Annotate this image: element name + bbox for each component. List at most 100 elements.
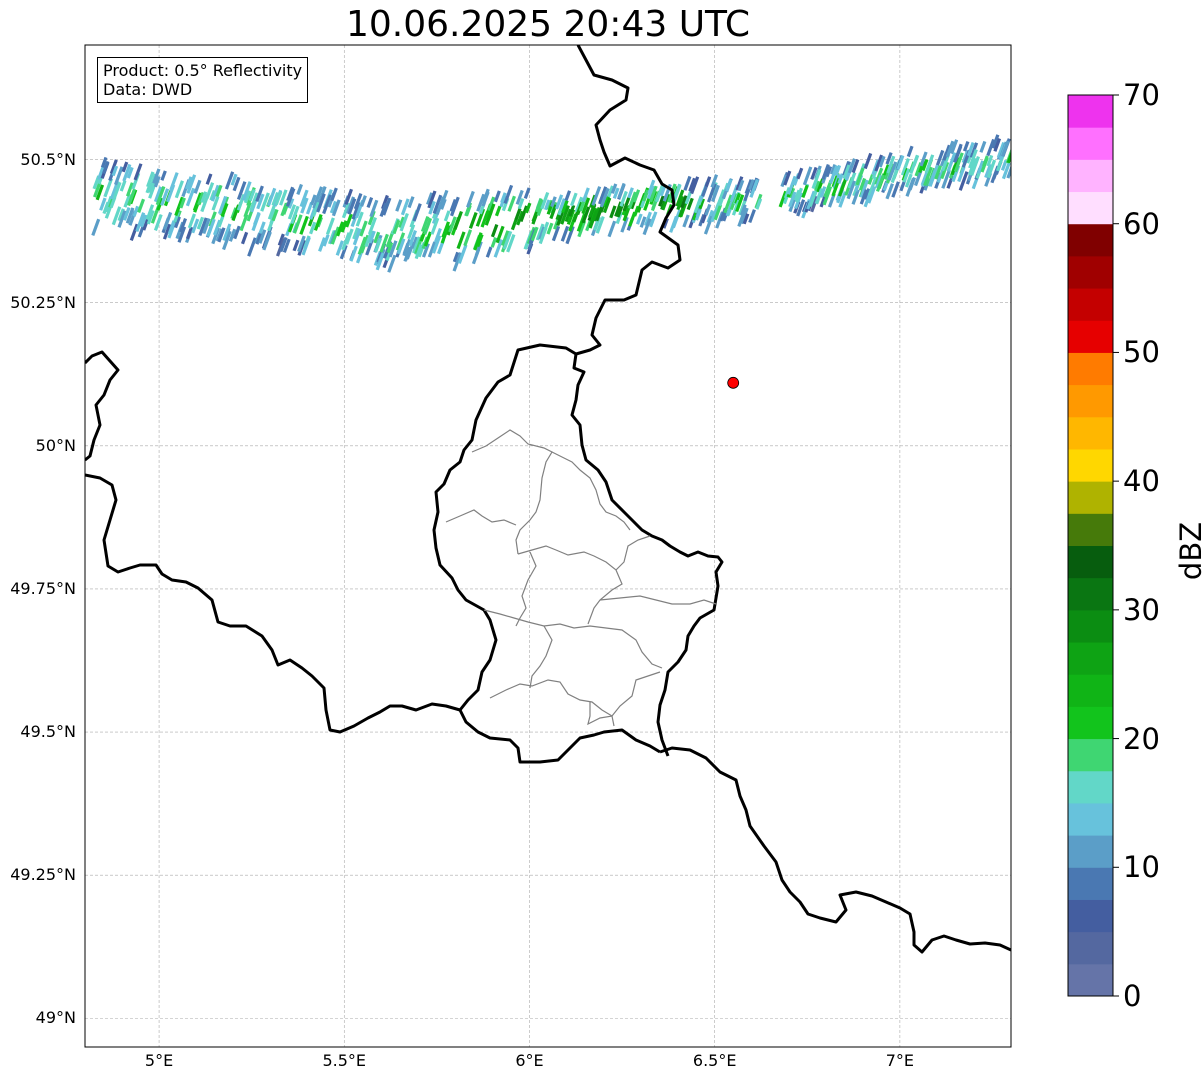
radar-echo-cell [407, 224, 416, 240]
radar-echo-cell [109, 196, 117, 209]
radar-echo-cell [834, 164, 842, 176]
radar-echo-cell [564, 190, 572, 202]
colorbar-segment [1068, 609, 1113, 643]
lon-tick-label: 7°E [885, 1051, 915, 1070]
radar-echo-cell [912, 154, 920, 167]
radar-echo-cell [574, 196, 584, 213]
radar-echo-cell [962, 141, 970, 152]
colorbar-segment [1068, 288, 1113, 321]
radar-echo-cell [698, 198, 705, 210]
radar-echo-cell [874, 154, 884, 172]
radar-echo-cell [607, 185, 615, 198]
radar-echo-cell [568, 204, 576, 217]
radar-echo-cell [420, 215, 430, 233]
radar-echo-cell [546, 222, 554, 235]
radar-echo-cell [887, 161, 898, 181]
radar-echo-cell [503, 184, 514, 205]
lon-tick-label: 5.5°E [322, 1051, 367, 1070]
radar-echo-cell [441, 221, 451, 238]
radar-echo-cell [260, 192, 270, 212]
radar-echo-cell [464, 202, 472, 217]
radar-echo-cell [117, 210, 127, 228]
colorbar-segment [1068, 931, 1113, 965]
colorbar-segment [1068, 802, 1113, 836]
radar-echo-cell [867, 186, 877, 204]
colorbar-tick-label: 40 [1123, 464, 1160, 499]
radar-echo-cell [654, 182, 665, 203]
radar-echo-cell [193, 179, 202, 194]
radar-echo-cell [314, 186, 324, 203]
radar-echo-cell [1001, 162, 1011, 180]
radar-echo-cell [329, 200, 338, 214]
lat-tick-label: 50°N [35, 435, 76, 455]
radar-echo-cell [249, 192, 259, 212]
colorbar-segment [1068, 320, 1113, 353]
radar-echo-cell [801, 184, 809, 198]
radar-echo-cell [449, 196, 460, 217]
radar-echo-cell [802, 166, 813, 186]
radar-echo-cell [423, 217, 433, 235]
radar-site-marker [727, 376, 740, 389]
colorbar [1067, 94, 1119, 997]
radar-echo-cell [432, 194, 443, 214]
radar-echo-cell [448, 216, 457, 233]
radar-echo-cell [507, 195, 516, 212]
radar-echo-cell [501, 230, 510, 247]
radar-echo-cell [847, 172, 857, 189]
radar-echo-cell [152, 168, 161, 184]
radar-echo-cell [310, 194, 317, 206]
radar-echo-cell [368, 230, 376, 244]
radar-echo-cell [299, 189, 309, 208]
radar-echo-cell [581, 206, 591, 224]
radar-echo-cell [502, 230, 513, 250]
radar-echo-cell [991, 134, 1000, 149]
radar-echo-cell [742, 213, 750, 225]
radar-echo-cell [970, 156, 980, 176]
radar-echo-cell [885, 183, 894, 200]
radar-echo-cell [411, 236, 419, 250]
map-title: 10.06.2025 20:43 UTC [345, 4, 751, 45]
radar-echo-cell [1000, 159, 1008, 171]
radar-echo-cell [919, 151, 928, 167]
radar-echo-cell [934, 165, 943, 180]
radar-echo-cell [678, 198, 688, 218]
radar-echo-cell [946, 152, 957, 172]
radar-echo-cell [139, 214, 148, 228]
radar-echo-cell [581, 187, 590, 203]
radar-echo-cell [941, 153, 951, 172]
lat-tick-label: 49.25°N [10, 865, 76, 885]
radar-echo-cell [837, 173, 844, 185]
colorbar-segment [1068, 384, 1113, 418]
radar-echo-cell [514, 208, 522, 221]
radar-echo-cell [379, 233, 389, 253]
radar-echo-cell [814, 180, 821, 192]
radar-echo-cell [694, 209, 702, 221]
radar-echo-cell [524, 202, 532, 214]
radar-echo-cell [941, 169, 951, 189]
radar-echo-cell [217, 227, 226, 243]
radar-echo-cell [228, 228, 237, 242]
radar-echo-cell [748, 209, 756, 224]
radar-echo-cell [823, 179, 833, 198]
radar-echo-cell [352, 227, 360, 240]
radar-echo-cell [648, 211, 658, 228]
radar-echo-cell [550, 196, 557, 208]
radar-echo-cell [704, 176, 712, 187]
radar-echo-cell [109, 159, 118, 175]
radar-echo-cell [290, 205, 300, 225]
radar-echo-cell [530, 226, 539, 242]
radar-echo-cell [131, 172, 141, 190]
radar-echo-cell [239, 213, 249, 232]
radar-echo-cell [891, 181, 900, 198]
luxembourg-cantons [445, 429, 717, 727]
radar-echo-cell [635, 213, 643, 225]
radar-echo-cell [341, 202, 351, 219]
radar-echo-cell [271, 191, 280, 206]
radar-echo-cell [381, 194, 389, 210]
radar-echo-cell [351, 201, 361, 220]
radar-echo-cell [649, 185, 658, 203]
radar-echo-cell [344, 188, 353, 205]
radar-echo-cell [375, 252, 385, 271]
radar-echo-cell [233, 225, 241, 240]
